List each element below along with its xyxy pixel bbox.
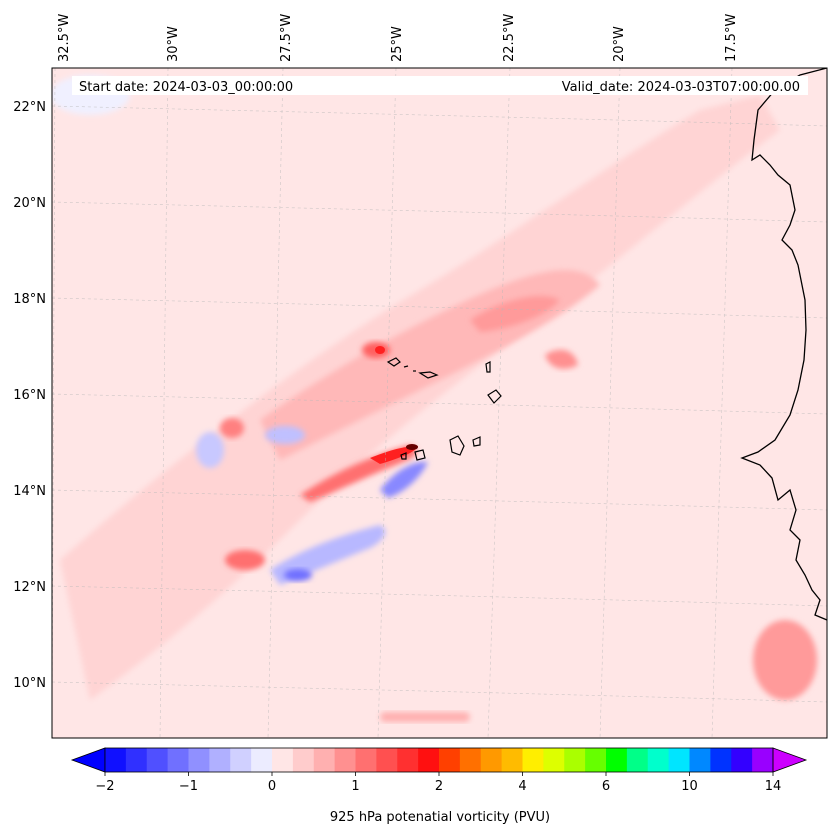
island-sal bbox=[485, 361, 491, 373]
cape-verde-islands bbox=[386, 357, 502, 461]
colorbar-segment bbox=[585, 748, 607, 772]
colorbar-segment bbox=[355, 748, 377, 772]
lon-tick-5: 20°W bbox=[612, 26, 627, 62]
colorbar-segments bbox=[105, 748, 774, 772]
colorbar-segment bbox=[439, 748, 461, 772]
colorbar-segment bbox=[230, 748, 252, 772]
colorbar-segment bbox=[459, 748, 482, 772]
colorbar-segment bbox=[209, 748, 231, 772]
colorbar-tick-label: 10 bbox=[681, 779, 698, 794]
pv-streak-core bbox=[370, 446, 418, 464]
pv-spot-nw-core bbox=[375, 346, 385, 354]
colorbar-segment bbox=[564, 748, 586, 772]
island-boa-vista bbox=[487, 389, 502, 404]
pv-negative-w2 bbox=[265, 426, 305, 444]
colorbar-tick-label: −1 bbox=[179, 779, 198, 794]
pv-coastal-se bbox=[753, 620, 817, 700]
colorbar-extend-high bbox=[772, 747, 808, 773]
pv-spot-w1 bbox=[220, 418, 244, 438]
colorbar-segment bbox=[731, 748, 753, 772]
info-banner bbox=[72, 76, 808, 95]
colorbar-segment bbox=[501, 748, 524, 772]
colorbar-label: 925 hPa potenatial vorticity (PVU) bbox=[330, 810, 550, 825]
lat-tick-5: 12°N bbox=[13, 580, 46, 595]
colorbar-segment bbox=[522, 748, 544, 772]
colorbar-tick-label: 2 bbox=[435, 779, 443, 794]
island-sao-nicolau bbox=[418, 371, 439, 379]
lat-tick-3: 16°N bbox=[13, 388, 46, 403]
colorbar-tick-label: 4 bbox=[518, 779, 526, 794]
pv-negative-se bbox=[380, 461, 428, 498]
colorbar-segment bbox=[188, 748, 210, 772]
lat-tick-6: 10°N bbox=[13, 676, 46, 691]
colorbar-segment bbox=[647, 748, 670, 772]
colorbar-segment bbox=[668, 748, 691, 772]
colorbar-tick-label: −2 bbox=[95, 779, 114, 794]
africa-coastline bbox=[740, 68, 827, 621]
lon-tick-labels: 32.5°W 30°W 27.5°W 25°W 22.5°W 20°W 17.5… bbox=[57, 14, 739, 62]
pv-negative-core bbox=[284, 569, 312, 581]
pv-spot-w2 bbox=[225, 550, 265, 570]
island-maio bbox=[472, 436, 481, 447]
colorbar-segment bbox=[376, 748, 398, 772]
lat-tick-labels: 22°N 20°N 18°N 16°N 14°N 12°N 10°N bbox=[13, 100, 46, 691]
pv-max-point bbox=[406, 444, 418, 450]
colorbar-segment bbox=[313, 748, 336, 772]
colorbar-segment bbox=[125, 748, 148, 772]
colorbar-extend-low bbox=[70, 747, 106, 773]
colorbar: −2 −1 0 1 2 4 6 10 14 925 hPa potenatial vortici… bbox=[70, 747, 808, 825]
colorbar-segment bbox=[105, 748, 127, 772]
lon-tick-2: 27.5°W bbox=[279, 14, 294, 62]
colorbar-segment bbox=[251, 748, 273, 772]
colorbar-segment bbox=[626, 748, 649, 772]
pv-patch-east bbox=[545, 349, 578, 369]
island-santo-antao bbox=[386, 357, 401, 367]
colorbar-tick-label: 1 bbox=[351, 779, 359, 794]
colorbar-segment bbox=[543, 748, 565, 772]
island-brava bbox=[400, 452, 407, 460]
lat-tick-0: 22°N bbox=[13, 100, 46, 115]
colorbar-tick-label: 14 bbox=[765, 779, 782, 794]
pv-south-band bbox=[380, 712, 470, 722]
colorbar-segment bbox=[710, 748, 732, 772]
pv-patch-ne bbox=[470, 296, 560, 332]
pv-band-outer bbox=[60, 95, 780, 700]
colorbar-tick-label: 6 bbox=[602, 779, 610, 794]
lon-tick-1: 30°W bbox=[166, 26, 181, 62]
lon-tick-6: 17.5°W bbox=[724, 14, 739, 62]
colorbar-segment bbox=[606, 748, 628, 772]
colorbar-segment bbox=[292, 748, 315, 772]
colorbar-tick-label: 0 bbox=[268, 779, 276, 794]
island-sao-vicente bbox=[403, 365, 409, 368]
colorbar-segment bbox=[480, 748, 503, 772]
colorbar-segment bbox=[397, 748, 419, 772]
valid-date-label: Valid_date: 2024-03-03T07:00:00.00 bbox=[562, 80, 800, 95]
lat-tick-2: 18°N bbox=[13, 292, 46, 307]
colorbar-segment bbox=[272, 748, 294, 772]
colorbar-ticks: −2 −1 0 1 2 4 6 10 14 bbox=[95, 772, 781, 794]
lon-tick-0: 32.5°W bbox=[57, 14, 72, 62]
colorbar-segment bbox=[689, 748, 711, 772]
colorbar-segment bbox=[334, 748, 357, 772]
start-date-label: Start date: 2024-03-03_00:00:00 bbox=[79, 80, 293, 95]
map-frame bbox=[51, 67, 828, 739]
lat-tick-4: 14°N bbox=[13, 484, 46, 499]
island-santiago bbox=[449, 435, 465, 456]
island-fogo bbox=[414, 449, 426, 461]
lon-tick-4: 22.5°W bbox=[502, 14, 517, 62]
colorbar-segment bbox=[167, 748, 190, 772]
colorbar-segment bbox=[752, 748, 774, 772]
pv-field bbox=[52, 68, 827, 738]
colorbar-segment bbox=[418, 748, 440, 772]
pv-negative-w1 bbox=[196, 432, 224, 468]
lon-tick-3: 25°W bbox=[390, 26, 405, 62]
lat-tick-1: 20°N bbox=[13, 196, 46, 211]
colorbar-segment bbox=[146, 748, 169, 772]
